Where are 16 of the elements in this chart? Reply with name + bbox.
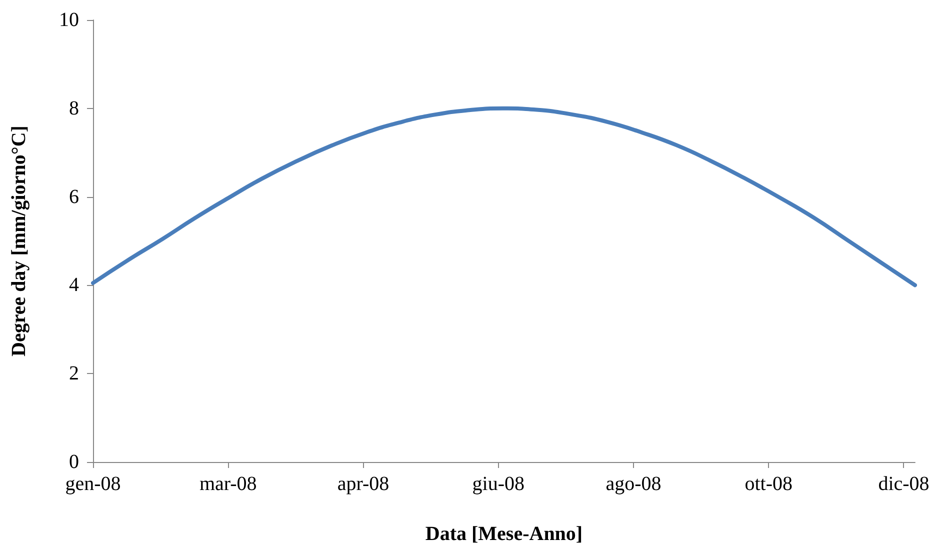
x-tick-label: gen-08 <box>65 473 121 495</box>
x-tick-label: ago-08 <box>606 473 662 495</box>
x-tick-label: dic-08 <box>878 473 930 495</box>
y-tick-label: 6 <box>69 186 79 208</box>
line-series <box>91 106 917 288</box>
y-tick-label: 0 <box>69 451 79 473</box>
x-tick-label: apr-08 <box>337 473 390 495</box>
y-tick-label: 8 <box>69 97 79 120</box>
x-tick-label: mar-08 <box>199 473 257 495</box>
y-tick-label: 10 <box>59 9 79 31</box>
y-axis-title: Degree day [mm/giorno°C] <box>8 126 30 356</box>
y-tick-label: 4 <box>69 274 79 296</box>
y-tick-label: 2 <box>69 362 79 385</box>
x-tick-label: giu-08 <box>472 473 524 495</box>
x-tick-label: ott-08 <box>744 473 793 495</box>
x-axis-title: Data [Mese-Anno] <box>425 523 583 545</box>
